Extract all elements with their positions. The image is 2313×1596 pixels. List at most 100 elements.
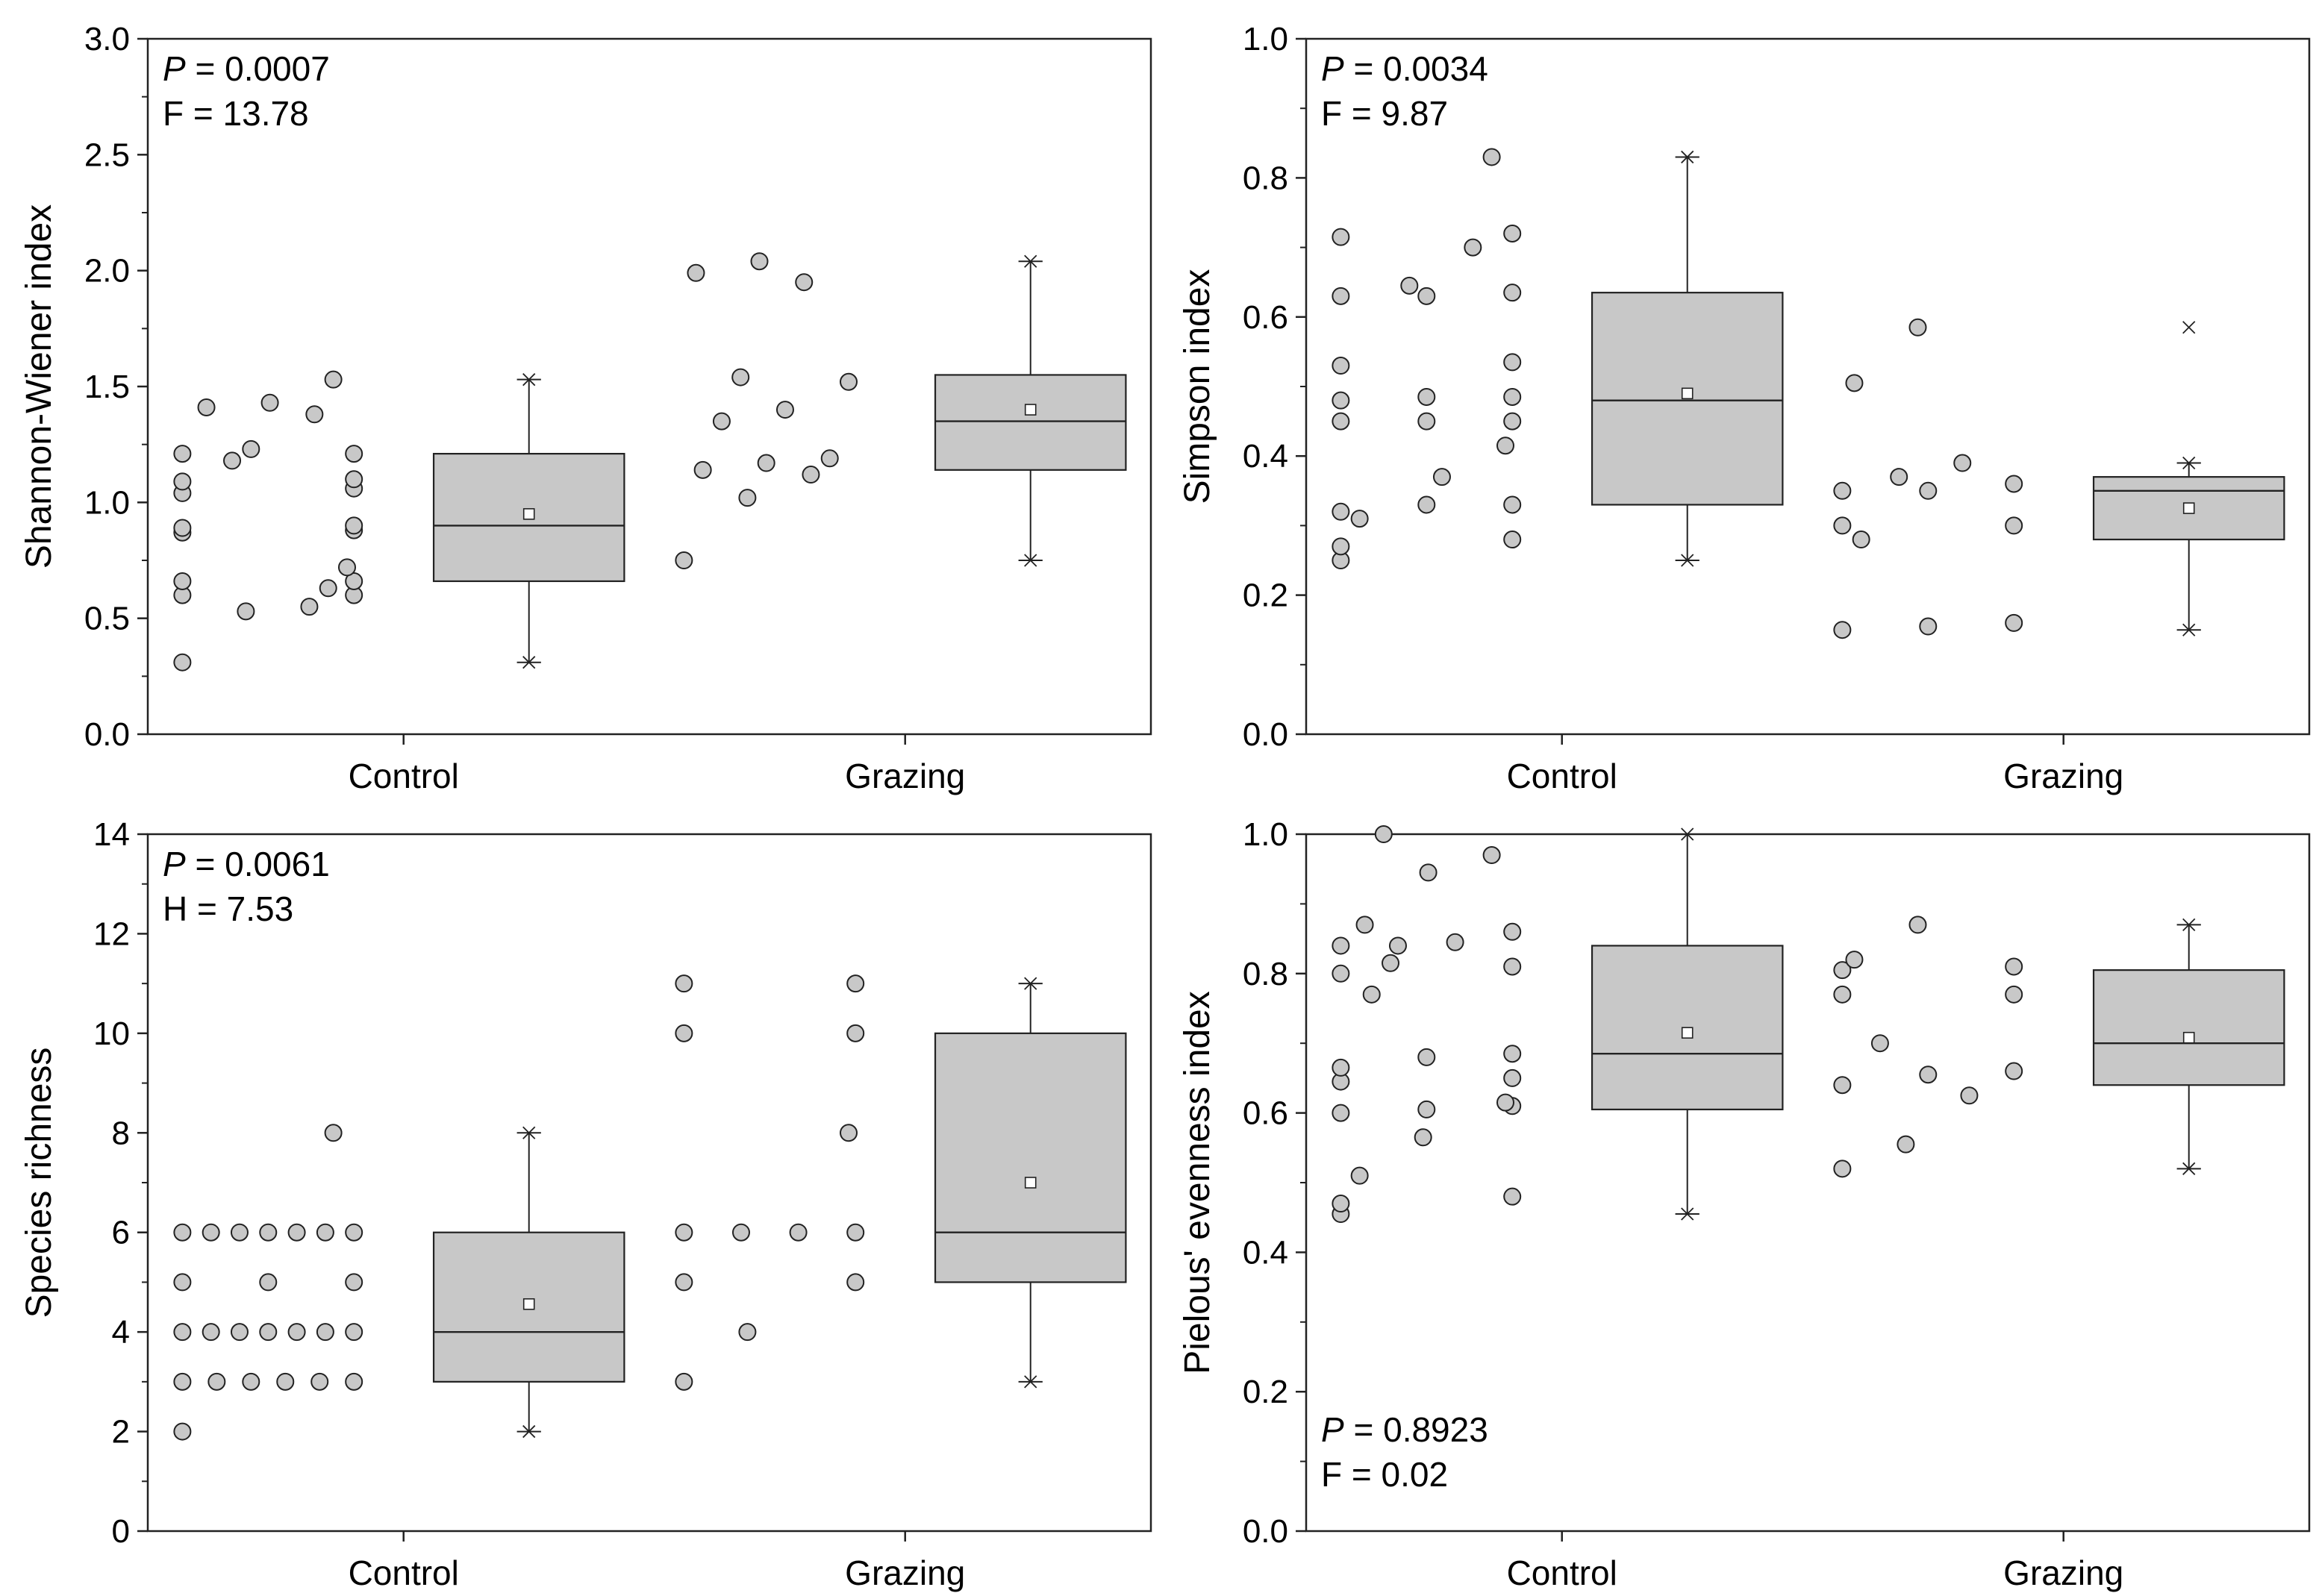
data-point xyxy=(316,1223,334,1242)
data-point xyxy=(750,252,769,271)
data-point xyxy=(775,401,794,419)
p-value-text: P = 0.0061 xyxy=(163,845,330,883)
data-point xyxy=(1503,1068,1522,1087)
y-tick-label: 2.0 xyxy=(84,253,130,290)
data-point xyxy=(319,579,337,598)
y-axis-title: Pielous' evenness index xyxy=(1178,991,1217,1374)
data-point xyxy=(1833,621,1852,639)
test-statistic-text: F = 0.02 xyxy=(1321,1455,1448,1494)
data-point xyxy=(675,1273,693,1292)
data-point xyxy=(1503,922,1522,941)
extreme-marker xyxy=(2182,918,2196,932)
data-point xyxy=(345,445,363,463)
y-tick-label: 0.0 xyxy=(1243,1513,1288,1550)
data-point xyxy=(693,460,712,479)
data-point xyxy=(1482,846,1501,865)
data-point xyxy=(260,393,279,412)
data-point xyxy=(1503,353,1522,372)
data-point xyxy=(2005,516,2023,535)
data-point xyxy=(1332,287,1350,305)
panel-1: 0.0 0.5 1.0 1.5 2.0 2.5 3.0 Shannon-Wiener inde… xyxy=(19,21,1152,795)
data-point xyxy=(738,489,757,507)
data-point xyxy=(675,1024,693,1042)
data-point xyxy=(1833,481,1852,500)
panel-2: 0.0 0.2 0.4 0.6 0.8 1.0 Simpson index Control Gr… xyxy=(1178,21,2311,795)
y-tick-label: 1.0 xyxy=(84,484,130,521)
data-point xyxy=(2005,475,2023,493)
data-point xyxy=(345,516,363,535)
p-value-text: P = 0.8923 xyxy=(1321,1410,1488,1449)
y-tick-label: 14 xyxy=(93,816,130,853)
y-tick-label: 1.0 xyxy=(1243,816,1288,853)
test-statistic-text: H = 7.53 xyxy=(163,889,293,928)
y-tick-label: 0.2 xyxy=(1243,578,1288,614)
extreme-marker xyxy=(1024,554,1037,567)
y-tick-label: 0.8 xyxy=(1243,956,1288,992)
y-tick-label: 6 xyxy=(112,1215,130,1251)
extreme-marker xyxy=(2182,456,2196,470)
data-point xyxy=(1417,287,1436,305)
data-point xyxy=(1332,537,1350,556)
data-point xyxy=(345,1372,363,1391)
mean-marker xyxy=(1681,387,1694,400)
data-point xyxy=(2005,1062,2023,1080)
data-point xyxy=(1870,1034,1889,1053)
data-point xyxy=(276,1372,295,1391)
mean-marker xyxy=(2182,1031,2195,1044)
panel-3: 0 2 4 6 8 10 12 14 Species richness Control Grazin… xyxy=(19,816,1152,1592)
plot-frame xyxy=(1305,37,2311,736)
p-value-text: P = 0.0034 xyxy=(1321,49,1488,88)
data-point xyxy=(173,445,192,463)
data-point xyxy=(173,572,192,590)
data-point xyxy=(230,1323,249,1342)
data-point xyxy=(1332,357,1350,375)
extreme-marker xyxy=(522,1424,536,1439)
data-point xyxy=(1400,276,1419,295)
data-point xyxy=(1503,387,1522,406)
data-point xyxy=(1332,228,1350,246)
data-point xyxy=(1833,1160,1852,1178)
data-point xyxy=(731,368,750,387)
data-point xyxy=(1382,954,1400,972)
outlier-marker xyxy=(2182,321,2196,334)
data-point xyxy=(345,1223,363,1242)
box xyxy=(2092,969,2285,1086)
data-point xyxy=(1417,412,1436,431)
data-point xyxy=(675,551,693,569)
y-tick-label: 2 xyxy=(112,1414,130,1451)
data-point xyxy=(1503,412,1522,431)
data-point xyxy=(1332,502,1350,521)
data-point xyxy=(345,470,363,489)
data-point xyxy=(259,1223,278,1242)
y-tick-label: 0.6 xyxy=(1243,1095,1288,1132)
mean-marker xyxy=(2182,502,2195,514)
data-point xyxy=(324,370,343,389)
series-grazing xyxy=(675,252,1127,569)
data-point xyxy=(197,398,216,416)
data-point xyxy=(1503,224,1522,242)
data-point xyxy=(173,1372,192,1391)
extreme-marker xyxy=(522,656,536,669)
y-tick-label: 0.5 xyxy=(84,601,130,637)
data-point xyxy=(2005,957,2023,976)
data-point xyxy=(173,1422,192,1441)
data-point xyxy=(1332,1104,1350,1122)
extreme-marker xyxy=(522,1126,536,1139)
series-grazing xyxy=(1833,318,2285,639)
data-point xyxy=(789,1223,808,1242)
data-point xyxy=(300,598,319,616)
data-point xyxy=(846,974,865,993)
data-point xyxy=(2005,985,2023,1004)
data-point xyxy=(1833,516,1852,535)
series-grazing xyxy=(1833,916,2285,1178)
y-tick-label: 2.5 xyxy=(84,137,130,173)
data-point xyxy=(1833,985,1852,1004)
data-point xyxy=(846,1273,865,1292)
data-point xyxy=(846,1223,865,1242)
data-point xyxy=(687,263,705,282)
data-point xyxy=(1446,933,1464,951)
extreme-marker xyxy=(1024,1375,1037,1389)
extreme-marker xyxy=(1681,1207,1694,1221)
mean-marker xyxy=(522,1298,535,1310)
